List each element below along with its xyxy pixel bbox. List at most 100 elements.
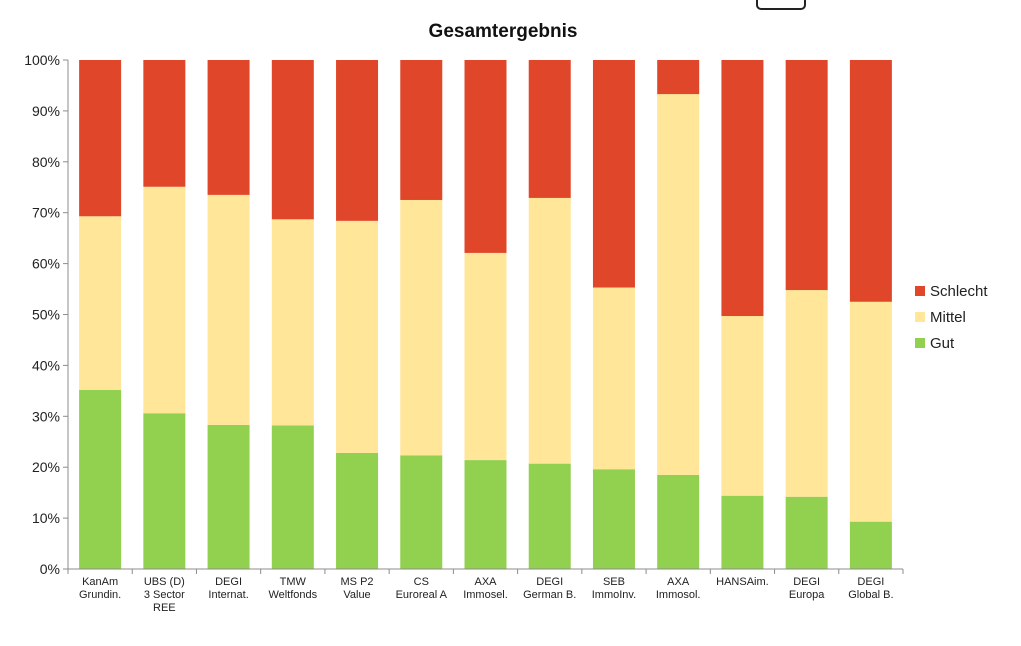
bar-segment-schlecht (400, 60, 443, 200)
bar-segment-gut (657, 474, 700, 569)
x-tick-label-line: Global B. (848, 589, 893, 601)
top-badge (756, 0, 806, 10)
bar-segment-gut (721, 495, 764, 569)
bar-segment-gut (464, 460, 507, 569)
x-tick-label-line: DEGI (857, 576, 884, 588)
y-tick-label: 60% (32, 256, 60, 272)
x-tick-label-line: KanAm (82, 576, 118, 588)
y-tick-label: 10% (32, 510, 60, 526)
bar-stack (528, 60, 571, 569)
bar-segment-schlecht (785, 60, 828, 291)
bar-segment-gut (592, 469, 635, 569)
y-tick-label: 100% (24, 52, 60, 68)
bar-stack (400, 60, 443, 569)
bar-stack (657, 60, 700, 569)
x-tick-label-line: REE (153, 602, 176, 614)
bar-segment-schlecht (79, 60, 122, 217)
bar-segment-gut (79, 389, 122, 569)
bar-segment-schlecht (657, 60, 700, 95)
bar-stack (336, 60, 379, 569)
bar-segment-gut (271, 425, 314, 569)
bar-stack (271, 60, 314, 569)
bar-stack (849, 60, 892, 569)
bar-segment-schlecht (721, 60, 764, 317)
legend-swatch (915, 286, 925, 296)
x-tick-label: DEGI German B. (523, 576, 576, 601)
bar-segment-gut (143, 413, 186, 569)
bar-stack (721, 60, 764, 569)
x-tick-label-line: ImmoInv. (592, 589, 636, 601)
y-tick-label: 90% (32, 103, 60, 119)
bar-segment-schlecht (336, 60, 379, 221)
legend-item-gut: Gut (915, 335, 955, 352)
bar-stack (464, 60, 507, 569)
bar-segment-mittel (400, 199, 443, 456)
x-tick-label-line: CS (414, 576, 429, 588)
bar-segment-mittel (79, 216, 122, 390)
bar-segment-mittel (336, 220, 379, 453)
y-tick-label: 70% (32, 205, 60, 221)
bar-segment-gut (400, 455, 443, 569)
bar-segment-mittel (528, 197, 571, 464)
bar-segment-mittel (785, 290, 828, 497)
bar-segment-schlecht (849, 60, 892, 302)
y-tick-label: 20% (32, 459, 60, 475)
bar-segment-schlecht (464, 60, 507, 253)
bar-segment-gut (336, 452, 379, 569)
bar-segment-mittel (207, 194, 250, 425)
bar-segment-mittel (849, 301, 892, 522)
x-tick-label-line: Weltfonds (268, 589, 317, 601)
bar-segment-schlecht (528, 60, 571, 198)
x-tick-label: AXA Immosel. (463, 576, 508, 601)
bars (79, 60, 892, 569)
x-tick-label-line: UBS (D) (144, 576, 185, 588)
x-tick-label-line: AXA (667, 576, 690, 588)
legend-label: Mittel (930, 309, 966, 326)
x-tick-label: UBS (D) 3 Sector REE (144, 576, 185, 614)
x-tick-label-line: TMW (280, 576, 307, 588)
x-tick-label: DEGI Internat. (208, 576, 248, 601)
legend-label: Gut (930, 335, 955, 352)
bar-segment-gut (528, 463, 571, 569)
chart-title: Gesamtergebnis (429, 21, 578, 42)
y-tick-label: 30% (32, 408, 60, 424)
bar-stack (785, 60, 828, 569)
bar-segment-gut (785, 496, 828, 569)
bar-segment-gut (849, 521, 892, 569)
x-tick-label-line: SEB (603, 576, 625, 588)
x-tick-label: CS Euroreal A (396, 576, 448, 601)
bar-stack (79, 60, 122, 569)
x-tick-label: AXA Immosol. (656, 576, 701, 601)
x-tick-label-line: DEGI (215, 576, 242, 588)
x-tick-label-line: Value (343, 589, 370, 601)
bar-segment-schlecht (271, 60, 314, 220)
bar-segment-schlecht (207, 60, 250, 195)
bar-stack (592, 60, 635, 569)
bar-stack (143, 60, 186, 569)
x-tick-label-line: German B. (523, 589, 576, 601)
bar-segment-gut (207, 424, 250, 569)
x-tick-label: TMW Weltfonds (268, 576, 317, 601)
legend-swatch (915, 312, 925, 322)
bar-segment-mittel (464, 252, 507, 461)
x-tick-label: MS P2 Value (341, 576, 374, 601)
y-tick-label: 40% (32, 357, 60, 373)
x-tick-label-line: DEGI (793, 576, 820, 588)
bar-stack (207, 60, 250, 569)
bar-segment-schlecht (143, 60, 186, 187)
legend-item-schlecht: Schlecht (915, 283, 988, 300)
legend: Schlecht Mittel Gut (915, 283, 988, 352)
x-tick-label-line: 3 Sector (144, 589, 185, 601)
legend-label: Schlecht (930, 283, 988, 300)
x-tick-label-line: Immosol. (656, 589, 701, 601)
x-tick-label-line: Immosel. (463, 589, 508, 601)
x-tick-label-line: Internat. (208, 589, 248, 601)
x-tick-label-line: AXA (474, 576, 497, 588)
x-tick-label-line: Euroreal A (396, 589, 448, 601)
bar-segment-mittel (721, 316, 764, 496)
x-tick-label: HANSAim. (716, 576, 769, 588)
x-tick-label-line: HANSAim. (716, 576, 769, 588)
x-tick-label-line: MS P2 (341, 576, 374, 588)
